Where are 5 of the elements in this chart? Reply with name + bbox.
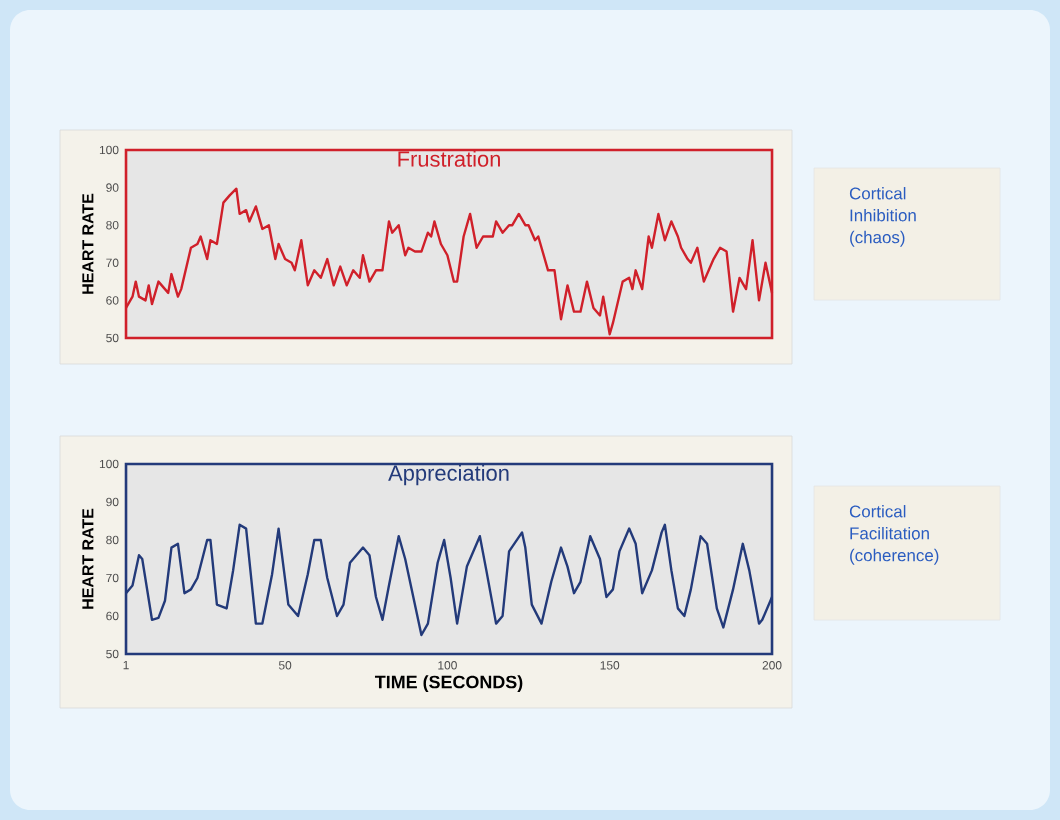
text: Cortical Facilitation (coherence)	[849, 505, 939, 565]
text: Cortical Inhibition (chaos)	[849, 187, 916, 247]
chart-title: Frustration	[398, 150, 500, 167]
x-axis-title: TIME (SECONDS)	[374, 675, 523, 692]
chart-title: Appreciation	[388, 464, 509, 486]
